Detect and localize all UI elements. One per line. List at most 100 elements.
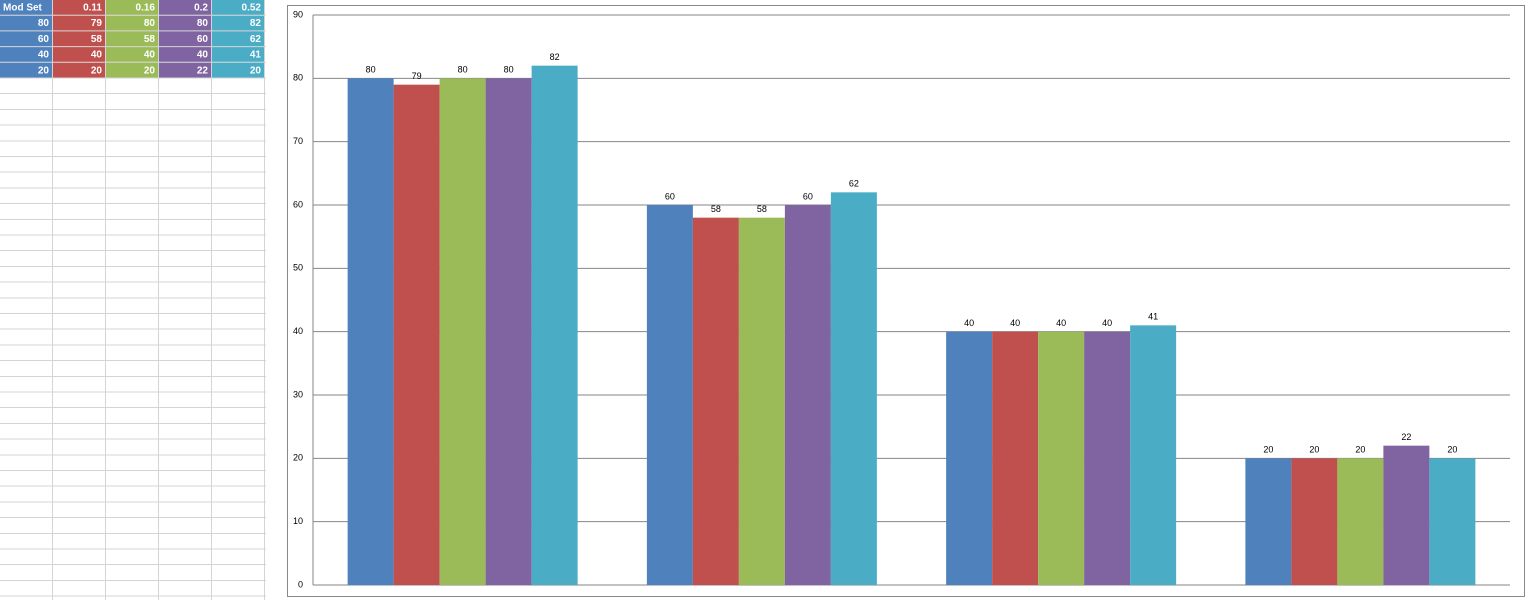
bar [992,331,1039,585]
table-cell [0,15,52,31]
header-text: Mod Set [3,2,43,13]
table-cell [212,62,264,78]
y-tick-label: 80 [293,73,303,83]
cell-value: 80 [144,18,156,29]
table-cell [159,47,211,62]
cell-value: 40 [38,50,50,61]
table-cell [159,62,211,78]
data-label: 40 [1056,318,1066,328]
cell-value: 80 [38,18,50,29]
bar [1429,458,1476,585]
bar [1383,445,1430,585]
cell-value: 20 [144,65,156,76]
cell-value: 40 [197,50,209,61]
bar [946,331,993,585]
table-cell [212,31,264,47]
cell-value: 40 [91,50,103,61]
bar [738,217,785,585]
bar [347,78,394,585]
table-cell [53,47,105,62]
y-tick-label: 10 [293,516,303,526]
header-text: 0.2 [194,2,208,13]
table-cell [0,31,52,47]
bar [830,192,877,586]
y-tick-label: 20 [293,453,303,463]
cell-value: 41 [250,50,262,61]
data-label: 58 [711,204,721,214]
header-cell [212,0,264,15]
y-tick-label: 0 [298,579,303,589]
cell-value: 20 [250,65,262,76]
header-text: 0.11 [83,2,102,13]
data-label: 20 [1309,445,1319,455]
bar [531,65,578,585]
cell-value: 22 [197,65,209,76]
data-label: 79 [412,71,422,81]
cell-value: 20 [91,65,103,76]
bar [692,217,739,585]
table-cell [53,62,105,78]
y-tick-label: 50 [293,263,303,273]
y-tick-label: 60 [293,199,303,209]
y-tick-label: 70 [293,136,303,146]
table-cell [106,15,158,31]
data-label: 80 [366,65,376,75]
bar [393,84,440,586]
table-cell [0,62,52,78]
header-cell [106,0,158,15]
data-label: 22 [1401,432,1411,442]
bar [485,78,532,585]
bar [784,205,831,585]
y-tick-label: 30 [293,389,303,399]
data-label: 58 [757,204,767,214]
table-cell [212,47,264,62]
table-cell [159,15,211,31]
data-label: 80 [458,65,468,75]
bar [1084,331,1131,585]
data-label: 40 [1010,318,1020,328]
y-tick-label: 90 [293,9,303,19]
table-cell [0,47,52,62]
bar [1038,331,1085,585]
header-cell [0,0,52,15]
table-cell [212,15,264,31]
data-label: 40 [1102,318,1112,328]
bar [646,205,693,585]
cell-value: 82 [250,18,262,29]
bar [1291,458,1338,585]
data-label: 62 [849,179,859,189]
cell-value: 60 [197,34,209,45]
header-cell [53,0,105,15]
data-label: 60 [665,191,675,201]
cell-value: 79 [91,18,103,29]
cell-value: 20 [38,65,50,76]
data-label: 20 [1263,445,1273,455]
data-label: 40 [964,318,974,328]
cell-value: 80 [197,18,209,29]
bar [1337,458,1384,585]
table-cell [159,31,211,47]
data-label: 20 [1355,445,1365,455]
bar [1130,325,1177,585]
cell-value: 58 [144,34,156,45]
table-cell [106,62,158,78]
bar [1245,458,1292,585]
cell-value: 62 [250,34,262,45]
data-label: 20 [1447,445,1457,455]
cell-value: 40 [144,50,156,61]
data-label: 60 [803,191,813,201]
header-text: 0.52 [242,2,262,13]
table-cell [106,31,158,47]
table-cell [53,31,105,47]
spreadsheet-grid [0,0,266,600]
cell-value: 58 [91,34,103,45]
header-text: 0.16 [136,2,156,13]
table-cell [53,15,105,31]
data-label: 80 [504,65,514,75]
data-label: 82 [550,52,560,62]
table-cell [106,47,158,62]
cell-value: 60 [38,34,50,45]
header-cell [159,0,211,15]
